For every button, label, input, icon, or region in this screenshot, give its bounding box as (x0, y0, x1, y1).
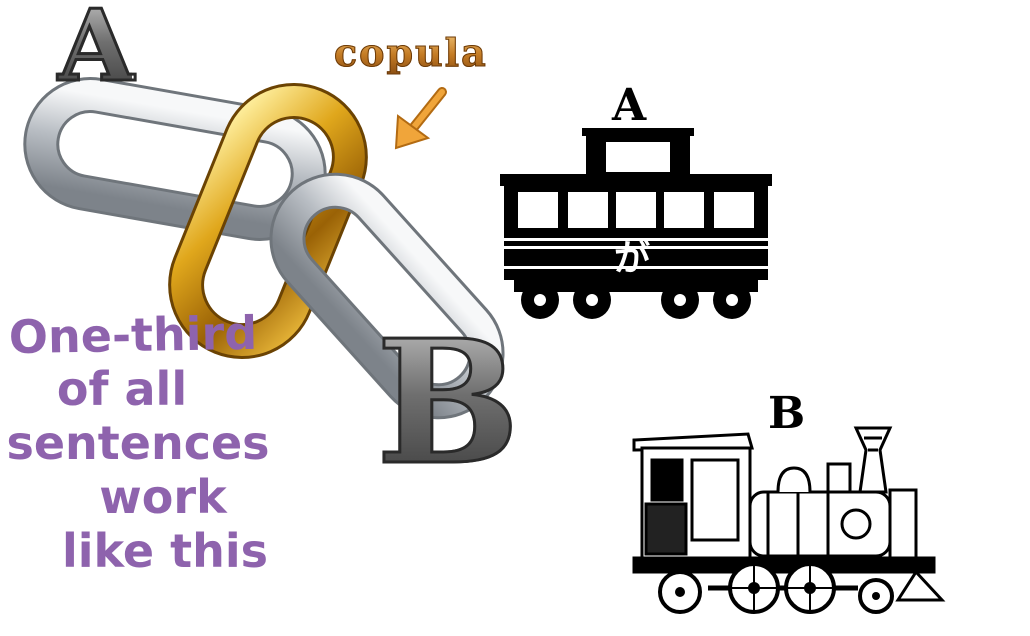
locomotive-icon (632, 426, 946, 614)
gold-link-copula (168, 83, 368, 359)
silver-link-lower (269, 172, 505, 420)
locomotive-label-b: B (768, 388, 806, 439)
caption-line: like this (62, 524, 268, 578)
particle-ga: が (614, 238, 650, 279)
copula-label: copula (334, 30, 488, 76)
caption-line: One-third (8, 305, 258, 365)
train-car-icon: が (500, 128, 772, 319)
train-car-label-a: A (612, 80, 647, 131)
copula-arrow-icon (394, 87, 447, 150)
chain-letter-a: A (56, 0, 135, 104)
caption-line: work (99, 470, 227, 524)
caption-line: sentences (6, 416, 270, 470)
caption-line: of all (56, 362, 188, 416)
chain-letter-b: B (375, 303, 522, 503)
caption-text: One-third of all sentences work like thi… (0, 305, 300, 578)
